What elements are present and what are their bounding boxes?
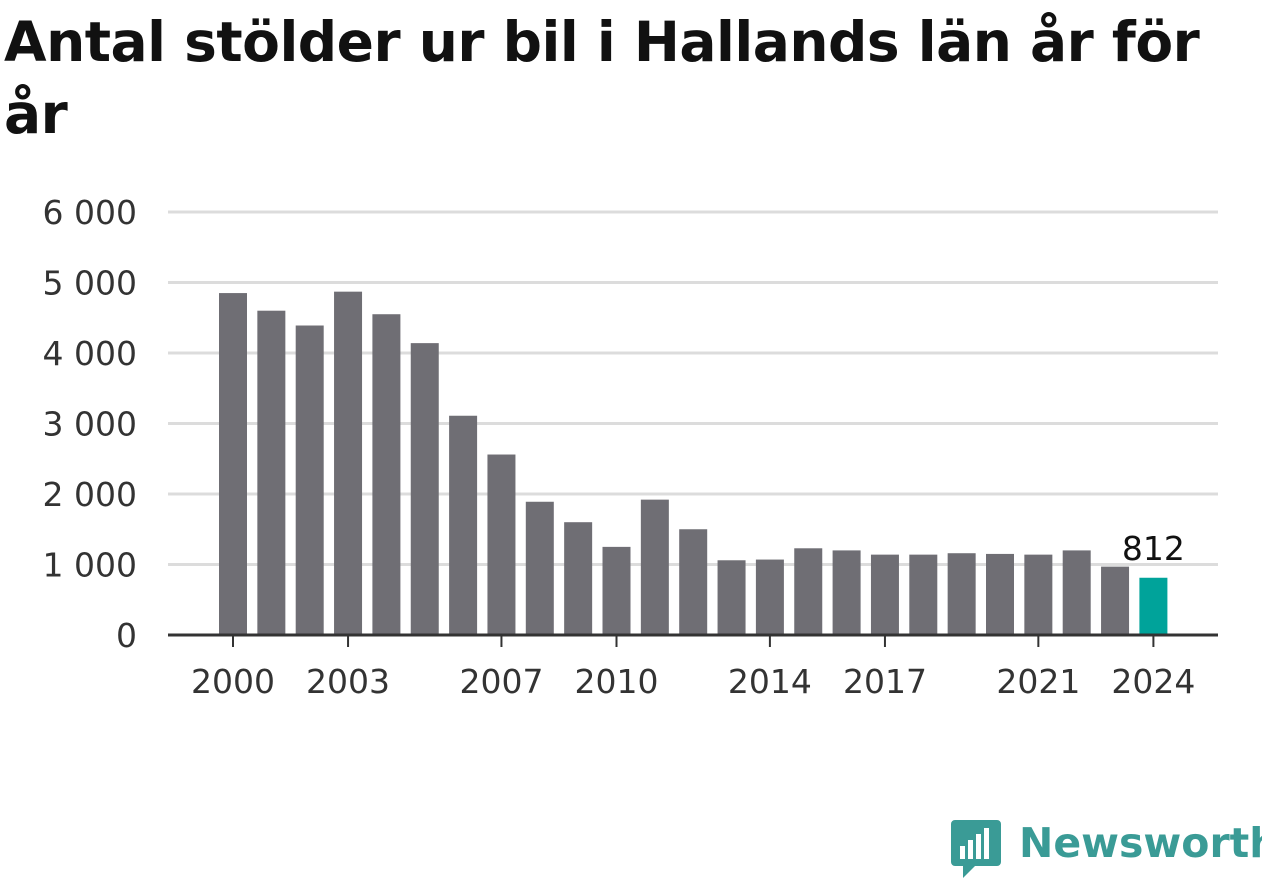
x-tick-label: 2003 [306,662,390,701]
x-axis: 2000 2003 2007 2010 2014 2017 2021 2024 [168,633,1218,701]
y-tick-label: 0 [116,616,137,655]
bar-2019 [947,553,976,635]
y-tick-label: 3 000 [43,405,137,444]
grid-lines [168,210,1218,566]
bar-2013 [717,560,746,635]
bar-2022 [1062,550,1091,635]
y-axis-labels: 0 1 000 2 000 3 000 4 000 5 000 6 000 [43,193,137,655]
bar-2003 [334,291,363,635]
bar-2006 [449,415,478,635]
bar-2020 [986,553,1014,635]
x-tick-label: 2017 [843,662,927,701]
y-tick-label: 2 000 [43,475,137,514]
bar-2018 [909,554,938,635]
y-tick-label: 4 000 [43,334,137,373]
brand-name: Newsworthy [1019,819,1262,867]
bars-group [219,291,1168,635]
bar-2007 [487,454,516,635]
bar-chart: 0 1 000 2 000 3 000 4 000 5 000 6 000 2000 2003… [43,193,1218,701]
y-tick-label: 5 000 [43,264,137,303]
bar-2005 [410,343,439,635]
chart-title: Antal stölder ur bil i Hallands län år f… [4,10,1200,146]
x-tick-label: 2000 [191,662,275,701]
y-tick-label: 1 000 [43,546,137,585]
bar-2009 [564,522,593,635]
bar-2002 [295,325,324,635]
bar-2023 [1101,566,1130,635]
bar-2016 [832,550,861,635]
annotations: 812 [1122,529,1185,568]
x-tick-label: 2021 [996,662,1080,701]
bar-2024 [1139,577,1168,635]
bar-2000 [219,293,247,635]
bar-2021 [1024,554,1053,635]
bar-2014 [755,559,784,635]
bar-2004 [372,314,401,635]
x-tick-label: 2007 [459,662,543,701]
x-tick-label: 2010 [575,662,659,701]
bar-2008 [525,501,554,635]
bar-2017 [870,554,899,635]
bar-2011 [640,499,669,635]
bar-2015 [794,548,823,635]
bar-2012 [679,529,708,635]
y-tick-label: 6 000 [43,193,137,232]
x-tick-label: 2014 [728,662,812,701]
bar-2001 [257,310,286,635]
bar-chart-speech-icon [951,820,1001,878]
x-tick-label: 2024 [1111,662,1195,701]
bar-2010 [602,546,631,635]
data-label-2024: 812 [1122,529,1185,568]
